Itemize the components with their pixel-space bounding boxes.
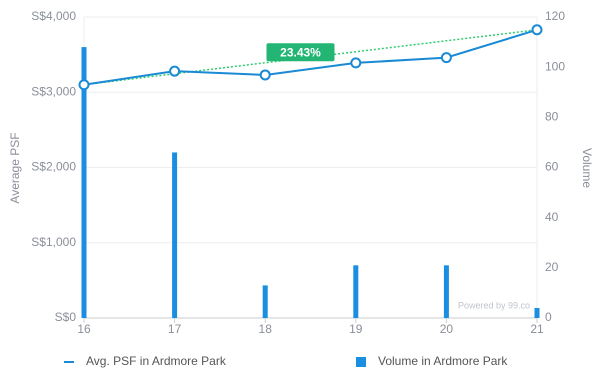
bar [262,285,268,318]
bar [534,307,540,318]
x-tick-label: 18 [259,322,273,336]
y2-tick-label: 0 [545,310,552,324]
line-marker [440,52,452,64]
y-tick-label: S$2,000 [31,160,76,174]
y-tick-label: S$1,000 [31,235,76,249]
legend-swatch [356,357,366,367]
x-tick-label: 19 [349,322,363,336]
trend-label: 23.43% [280,45,321,59]
y-axis-title: Average PSF [8,132,22,203]
line-marker [169,65,181,77]
y-tick-label: S$0 [55,310,77,324]
x-tick-label: 21 [530,322,544,336]
y2-tick-label: 80 [545,110,559,124]
line-marker [259,69,271,81]
y-tick-label: S$4,000 [31,9,76,23]
line [83,28,538,86]
y2-tick-label: 120 [545,9,565,23]
bar [443,265,449,318]
y2-axis-title: Volume [580,148,594,188]
line-marker [531,24,543,36]
bar [353,265,359,318]
bar [172,152,178,318]
line-marker [78,79,90,91]
y2-tick-label: 60 [545,160,559,174]
bar [81,47,87,318]
y2-tick-label: 100 [545,59,565,73]
watermark: Powered by 99.co [458,300,530,310]
line-marker [350,57,362,69]
y2-tick-label: 40 [545,210,559,224]
legend-label: Avg. PSF in Ardmore Park [86,354,227,368]
y2-tick-label: 20 [545,260,559,274]
legend-label: Volume in Ardmore Park [378,354,508,368]
x-tick-label: 17 [168,322,182,336]
x-tick-label: 16 [77,322,91,336]
x-tick-label: 20 [440,322,454,336]
y-tick-label: S$3,000 [31,84,76,98]
trend-badge [266,43,335,62]
